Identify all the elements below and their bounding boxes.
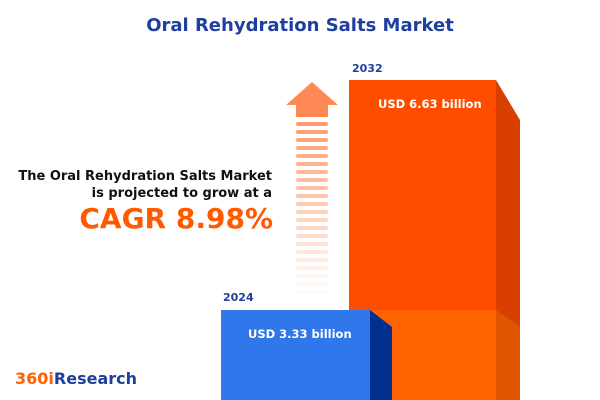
cagr-value: CAGR 8.98% [79, 202, 273, 235]
arrow-stripe [296, 258, 328, 262]
value-label-2032: USD 6.63 billion [378, 97, 482, 111]
arrow-stripe [296, 178, 328, 182]
logo-part-2: Research [53, 369, 137, 388]
arrow-stripe [296, 202, 328, 206]
arrow-stripe [296, 194, 328, 198]
arrow-stripe [296, 186, 328, 190]
arrow-stripe [296, 266, 328, 270]
arrow-stripe [296, 234, 328, 238]
logo: 360iResearch [15, 369, 137, 388]
year-label-2032: 2032 [352, 62, 383, 75]
value-label-2024: USD 3.33 billion [248, 327, 352, 341]
arrow-stripe [296, 226, 328, 230]
year-label-2024: 2024 [223, 291, 254, 304]
arrow-stripe [296, 242, 328, 246]
page-title: Oral Rehydration Salts Market [146, 15, 454, 36]
arrow-stripe [296, 290, 328, 294]
arrow-stripe [296, 274, 328, 278]
arrow-stripe [296, 162, 328, 166]
arrow-stripe [296, 282, 328, 286]
arrow-stripe [296, 146, 328, 150]
logo-part-1: 360i [15, 369, 54, 388]
growth-arrow-icon [286, 82, 338, 294]
arrow-stripe [296, 154, 328, 158]
description-text: The Oral Rehydration Salts Market is pro… [18, 169, 272, 201]
arrow-stripe [296, 130, 328, 134]
arrow-stripe [296, 218, 328, 222]
arrow-stripe [296, 122, 328, 126]
arrow-stripe [296, 210, 328, 214]
arrow-stripe [296, 138, 328, 142]
arrow-stripe [296, 170, 328, 174]
bar-2024 [221, 310, 392, 400]
arrow-stripe [296, 250, 328, 254]
